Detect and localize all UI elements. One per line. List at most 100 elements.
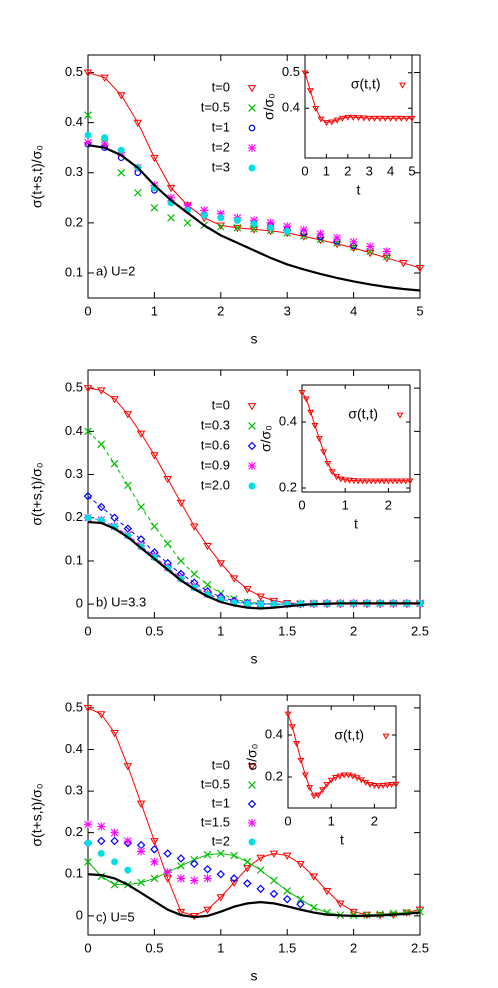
x-tick-label: 2	[344, 163, 351, 178]
marker	[314, 792, 322, 799]
marker	[203, 874, 212, 883]
y-tick-label: 0.5	[65, 380, 83, 395]
marker	[283, 227, 291, 235]
x-axis-label: t	[354, 516, 358, 532]
marker	[100, 74, 109, 82]
marker	[243, 879, 252, 888]
y-tick-label: 0.4	[65, 741, 83, 756]
marker	[243, 600, 251, 608]
marker	[247, 799, 257, 809]
marker	[416, 907, 424, 916]
marker	[203, 542, 212, 551]
legend-label: t=0	[212, 79, 230, 94]
marker	[150, 845, 159, 854]
marker	[110, 729, 119, 738]
marker	[408, 115, 416, 122]
marker	[257, 600, 265, 608]
marker	[123, 838, 133, 848]
marker	[84, 131, 92, 139]
marker	[117, 168, 126, 177]
marker	[256, 884, 265, 894]
marker	[200, 206, 209, 215]
marker	[328, 469, 336, 476]
marker	[402, 478, 410, 485]
marker	[248, 124, 256, 132]
marker	[366, 781, 374, 788]
series-line	[87, 495, 420, 605]
y-tick-label: 0.4	[265, 726, 283, 741]
marker	[267, 224, 275, 232]
marker	[230, 851, 238, 860]
marker	[319, 787, 327, 794]
marker	[110, 880, 119, 889]
marker	[306, 88, 314, 95]
marker	[296, 860, 305, 869]
marker	[382, 247, 391, 256]
y-axis-label: σ/σ₀	[244, 743, 260, 770]
marker	[248, 164, 256, 172]
marker	[302, 396, 310, 403]
marker	[163, 539, 172, 548]
marker	[150, 522, 159, 531]
marker	[190, 570, 199, 578]
marker	[136, 800, 146, 808]
marker	[393, 478, 401, 485]
marker	[216, 209, 225, 218]
marker	[216, 894, 226, 902]
x-tick-label: 0	[298, 497, 305, 512]
marker	[269, 889, 279, 899]
x-tick-label: 3	[284, 303, 291, 318]
reference-curve	[87, 873, 421, 919]
marker	[282, 894, 292, 904]
marker	[284, 711, 292, 718]
marker	[323, 781, 331, 788]
legend-label: σ(t,t)	[334, 727, 364, 743]
marker	[301, 70, 309, 77]
marker	[392, 781, 400, 788]
marker	[247, 818, 257, 828]
y-tick-label: 0.1	[65, 264, 83, 279]
y-tick-label: 0.4	[279, 413, 297, 428]
marker	[233, 224, 242, 232]
marker	[176, 908, 186, 917]
marker	[346, 477, 353, 484]
marker	[111, 858, 119, 866]
x-tick-label: 0	[284, 813, 291, 828]
x-tick-label: 2	[350, 940, 357, 955]
marker	[247, 441, 257, 451]
marker	[344, 114, 352, 121]
x-tick-label: 3	[366, 163, 373, 178]
x-axis-label: t	[340, 832, 344, 848]
marker	[247, 763, 257, 771]
marker	[311, 422, 319, 429]
marker	[266, 218, 275, 227]
legend-label: σ(t,t)	[348, 406, 378, 422]
panel-label: a) U=2	[96, 263, 135, 278]
legend-label: t=0.9	[201, 457, 230, 472]
y-axis-label: σ(t+s,t)/σ₀	[29, 783, 45, 846]
marker	[177, 557, 185, 565]
marker	[84, 514, 92, 522]
marker	[336, 900, 345, 908]
marker	[84, 427, 92, 436]
marker	[83, 385, 93, 393]
y-axis-label: σ/σ₀	[261, 93, 277, 120]
legend-label: t=2.0	[201, 477, 230, 492]
marker	[354, 478, 362, 485]
marker	[349, 908, 358, 917]
marker	[392, 115, 400, 122]
marker	[101, 134, 109, 142]
marker	[355, 115, 362, 122]
marker	[137, 847, 146, 856]
marker	[150, 203, 159, 212]
marker	[367, 478, 375, 485]
legend-label: t=2	[212, 833, 230, 848]
marker	[297, 757, 305, 764]
marker	[322, 888, 332, 896]
marker	[233, 224, 242, 233]
marker	[167, 214, 175, 222]
marker	[317, 116, 325, 123]
marker	[306, 785, 314, 792]
plot-frame	[301, 384, 411, 493]
marker	[83, 820, 93, 829]
